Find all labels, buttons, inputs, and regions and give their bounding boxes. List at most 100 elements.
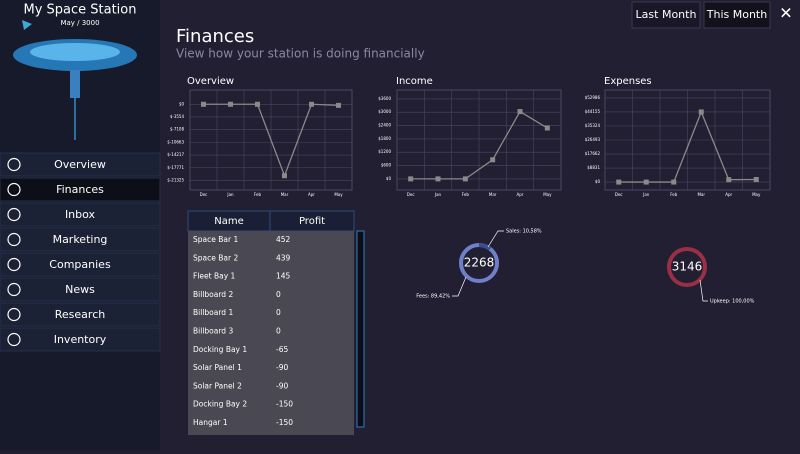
point xyxy=(616,179,622,185)
last-month-button[interactable] xyxy=(631,1,701,29)
point xyxy=(309,101,314,107)
x-tick-label: Dec xyxy=(615,192,623,197)
row-profit: -150 xyxy=(276,400,293,409)
y-tick-label: $3000 xyxy=(378,109,391,114)
last-month-label[interactable]: Last Month xyxy=(636,8,697,21)
row-name: Billboard 2 xyxy=(193,290,233,299)
menu-label[interactable]: Marketing xyxy=(53,233,108,246)
y-tick-label: $44155 xyxy=(585,109,601,114)
row-profit: 145 xyxy=(276,272,291,281)
menu-icon xyxy=(7,282,21,297)
menu-item[interactable] xyxy=(0,152,161,177)
table-header xyxy=(187,210,355,232)
point xyxy=(282,173,287,179)
this-month-button[interactable] xyxy=(703,1,771,29)
point xyxy=(228,101,233,107)
menu-label[interactable]: Inbox xyxy=(65,208,96,221)
menu-label[interactable]: Research xyxy=(55,308,105,321)
donut-label: Sales: 10,58% xyxy=(506,229,542,235)
row-name: Docking Bay 1 xyxy=(193,345,247,354)
y-tick-label: $0 xyxy=(179,101,185,106)
y-tick-label: $-14217 xyxy=(167,152,184,157)
x-tick-label: May xyxy=(334,192,343,197)
menu-icon xyxy=(7,182,21,197)
menu-icon xyxy=(7,207,21,222)
date: May / 3000 xyxy=(60,19,99,27)
close-button[interactable]: ✕ xyxy=(779,4,792,23)
point xyxy=(201,101,206,107)
menu-label[interactable]: Inventory xyxy=(54,333,107,346)
menu-icon xyxy=(7,307,21,322)
chart-title: Expenses xyxy=(604,76,652,87)
row-profit: -90 xyxy=(276,363,288,372)
menu-item[interactable] xyxy=(0,177,161,202)
menu-item[interactable] xyxy=(0,327,161,352)
donut-label: Fees: 89,42% xyxy=(416,294,450,300)
scrollbar[interactable] xyxy=(356,230,365,428)
line xyxy=(410,110,548,180)
y-tick-label: $8831 xyxy=(587,165,600,170)
menu-item[interactable] xyxy=(0,202,161,227)
chart-title: Overview xyxy=(187,76,234,87)
point xyxy=(643,179,649,185)
y-tick-label: $17662 xyxy=(585,151,601,156)
x-tick-label: Mar xyxy=(281,192,289,197)
column-header: Name xyxy=(214,216,244,227)
menu-item[interactable] xyxy=(0,227,161,252)
arrow-icon xyxy=(22,20,32,30)
point xyxy=(753,177,759,183)
y-tick-label: $-7108 xyxy=(170,127,185,132)
y-tick-label: $-3554 xyxy=(170,114,185,119)
row-name: Hangar 1 xyxy=(193,418,228,427)
donut-1 xyxy=(452,230,504,297)
station-image xyxy=(13,39,137,140)
menu-icon xyxy=(7,332,21,347)
x-tick-label: May xyxy=(543,192,552,197)
point xyxy=(336,102,341,108)
table-body xyxy=(188,231,354,435)
x-tick-label: Feb xyxy=(670,192,678,197)
point xyxy=(490,157,496,163)
point xyxy=(726,177,732,183)
y-tick-label: $-21325 xyxy=(167,177,184,182)
y-tick-label: $0 xyxy=(595,179,601,184)
menu-label[interactable]: News xyxy=(65,283,95,296)
point xyxy=(255,101,260,107)
x-tick-label: Mar xyxy=(489,192,497,197)
line xyxy=(618,110,757,183)
row-profit: 452 xyxy=(276,235,291,244)
y-tick-label: $-10663 xyxy=(167,139,184,144)
point xyxy=(544,125,550,131)
menu-item[interactable] xyxy=(0,252,161,277)
menu-icon xyxy=(7,232,21,247)
y-tick-label: $1800 xyxy=(378,136,391,141)
row-name: Space Bar 2 xyxy=(193,253,238,262)
menu-item[interactable] xyxy=(0,302,161,327)
menu-label[interactable]: Finances xyxy=(56,183,104,196)
x-tick-label: Dec xyxy=(200,192,208,197)
row-name: Billboard 3 xyxy=(193,327,233,336)
row-name: Solar Panel 2 xyxy=(193,381,242,390)
line xyxy=(203,103,339,178)
row-name: Solar Panel 1 xyxy=(193,363,242,372)
row-name: Fleet Bay 1 xyxy=(193,272,236,281)
donut-2 xyxy=(667,247,708,302)
x-tick-label: Feb xyxy=(254,192,262,197)
row-profit: 0 xyxy=(276,308,281,317)
x-tick-label: Apr xyxy=(517,192,524,197)
point xyxy=(517,109,523,115)
row-profit: 0 xyxy=(276,290,281,299)
donut-total: 3146 xyxy=(672,260,703,274)
x-tick-label: Feb xyxy=(462,192,470,197)
station-name: My Space Station xyxy=(23,3,136,18)
row-profit: 0 xyxy=(276,327,281,336)
column-header: Profit xyxy=(299,216,325,227)
x-tick-label: Dec xyxy=(407,192,415,197)
menu-label[interactable]: Companies xyxy=(49,258,111,271)
point xyxy=(462,176,468,182)
x-tick-label: Apr xyxy=(308,192,315,197)
menu-label[interactable]: Overview xyxy=(54,158,106,171)
this-month-label[interactable]: This Month xyxy=(706,8,767,21)
menu-item[interactable] xyxy=(0,277,161,302)
